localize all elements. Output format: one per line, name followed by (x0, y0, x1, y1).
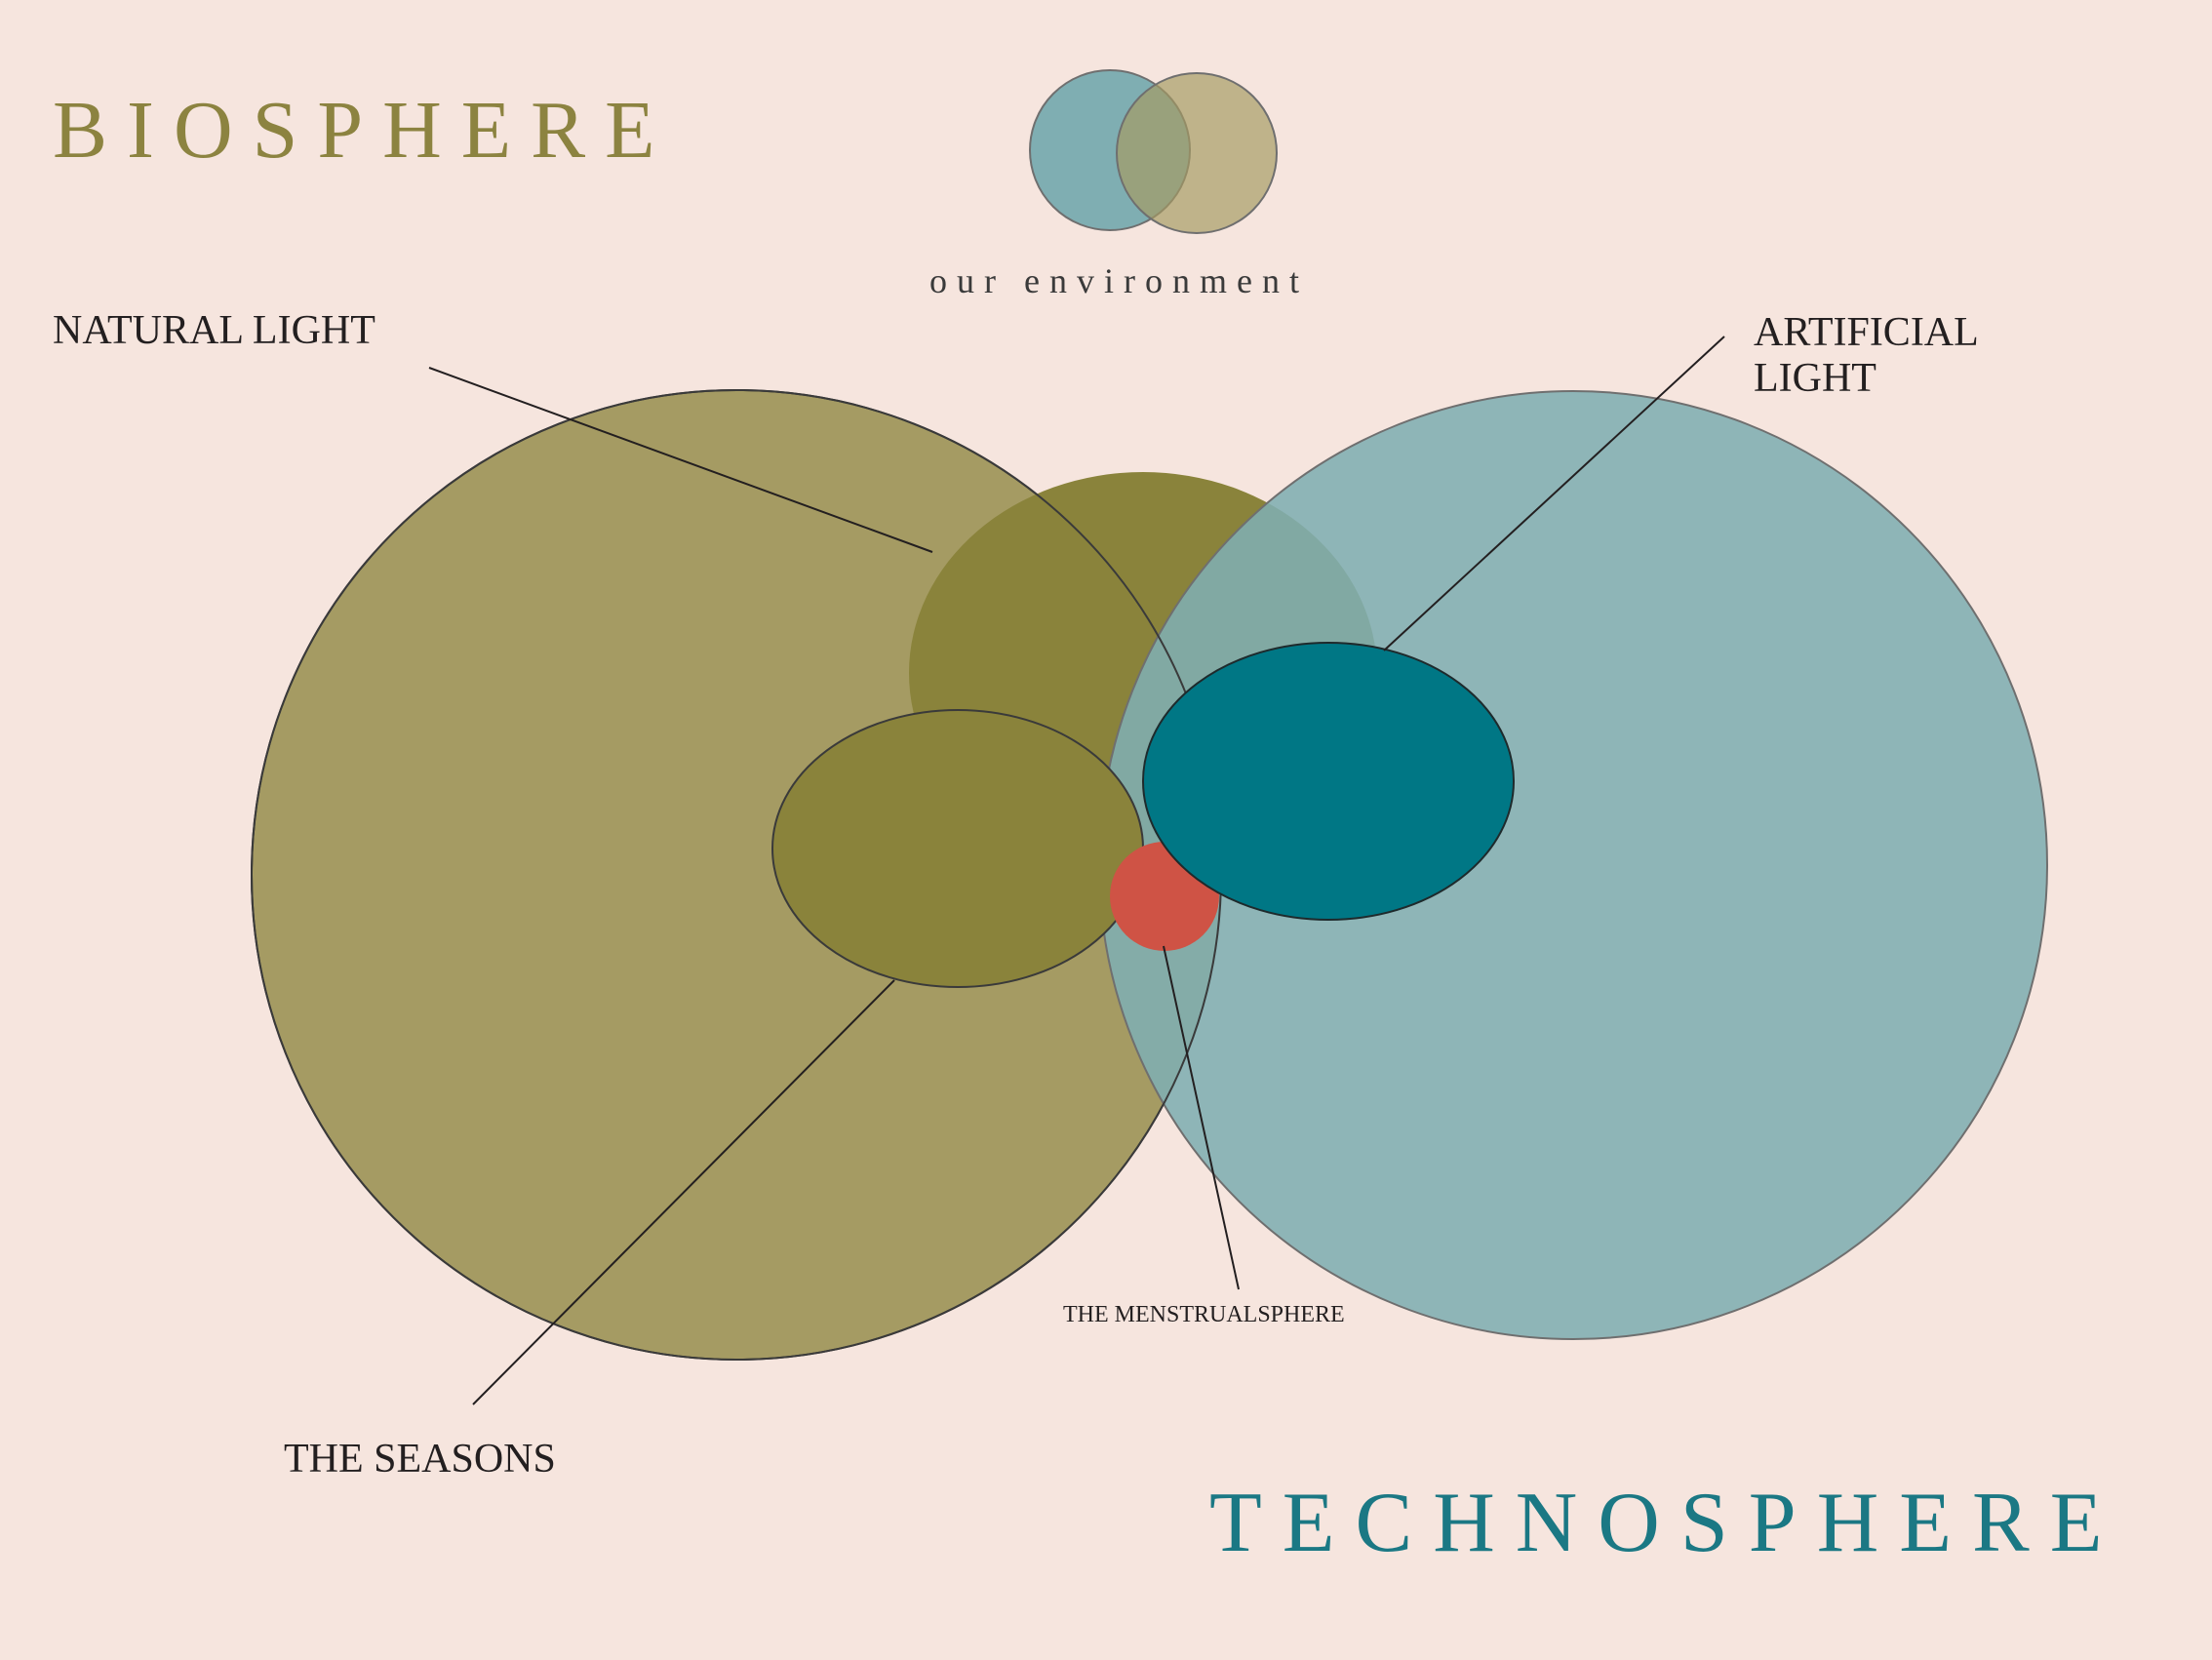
artificial-light-leader (1383, 336, 1725, 652)
technosphere-title: TECHNOSPHERE (1209, 1476, 2123, 1570)
seasons-leader (472, 979, 895, 1405)
artificial-light-ellipse (1142, 642, 1515, 921)
artificial-light-label: ARTIFICIAL LIGHT (1754, 310, 1979, 402)
biosphere-title: BIOSPHERE (53, 85, 675, 176)
legend-venn (1029, 69, 1278, 234)
diagram-subtitle: our environment (929, 261, 1309, 300)
natural-light-leader (428, 367, 933, 553)
artificial-light-label-line-2: LIGHT (1754, 356, 1876, 401)
natural-light-label: NATURAL LIGHT (53, 308, 375, 353)
legend-biosphere-circle (1116, 72, 1278, 234)
menstrualsphere-label: THE MENSTRUALSPHERE (1063, 1302, 1345, 1327)
seasons-label: THE SEASONS (284, 1437, 556, 1482)
seasons-ellipse (771, 709, 1144, 988)
artificial-light-label-line-1: ARTIFICIAL (1754, 310, 1979, 355)
menstrualsphere-leader (1163, 945, 1240, 1290)
